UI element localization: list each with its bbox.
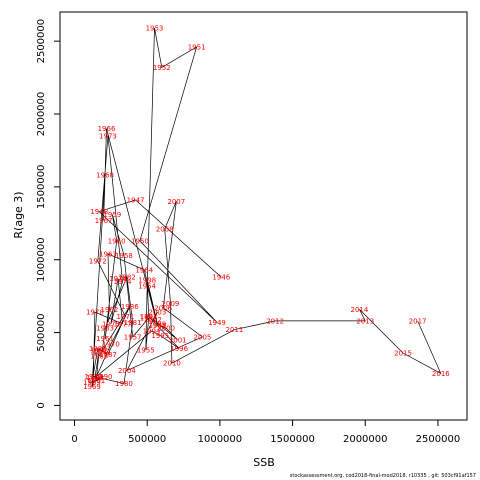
x-axis-label: SSB: [253, 456, 275, 469]
year-label-1967: 1967: [95, 217, 113, 225]
year-label-1973: 1973: [99, 132, 117, 140]
year-label-2003: 2003: [148, 309, 166, 317]
year-label-2008: 2008: [156, 226, 174, 234]
year-label-1958: 1958: [115, 252, 133, 260]
year-label-1961: 1961: [96, 335, 114, 343]
y-axis-label: R(age 3): [12, 191, 25, 238]
y-tick-label: 2500000: [36, 19, 47, 64]
y-tick-label: 500000: [36, 313, 47, 351]
year-label-1949: 1949: [208, 319, 226, 327]
year-label-2015: 2015: [394, 349, 412, 357]
year-label-1951: 1951: [188, 43, 206, 51]
year-label-1946: 1946: [212, 274, 230, 282]
year-label-1968: 1968: [96, 172, 114, 180]
footer-note: stockassessment.org, cod2018-final-mod20…: [289, 473, 476, 479]
year-label-1977: 1977: [114, 320, 132, 328]
year-label-1956: 1956: [140, 315, 158, 323]
year-label-1969: 1969: [83, 383, 101, 391]
year-label-1981: 1981: [124, 319, 142, 327]
year-label-2014: 2014: [351, 306, 369, 314]
year-label-1966: 1966: [98, 125, 116, 133]
year-label-1995: 1995: [151, 332, 169, 340]
year-label-2012: 2012: [266, 317, 284, 325]
year-label-1996: 1996: [170, 345, 188, 353]
year-label-1994: 1994: [143, 328, 161, 336]
year-label-1960: 1960: [108, 237, 126, 245]
year-label-1952: 1952: [153, 64, 171, 72]
year-label-1962: 1962: [101, 306, 119, 314]
year-label-1997: 1997: [140, 313, 158, 321]
year-label-1974: 1974: [114, 278, 132, 286]
year-label-2000: 2000: [157, 325, 175, 333]
year-label-1978: 1978: [86, 309, 104, 317]
y-tick-label: 1500000: [36, 165, 47, 210]
year-labels: 1946 1947 1948 1949 1950 1951 1952 1953 1954 1955…: [83, 25, 450, 391]
year-label-1976: 1976: [109, 275, 127, 283]
sr-trajectory-line: [91, 27, 442, 387]
year-label-1983: 1983: [96, 325, 114, 333]
x-tick-label: 2000000: [343, 434, 388, 445]
year-label-1982: 1982: [118, 274, 136, 282]
year-label-1957: 1957: [124, 333, 142, 341]
year-label-2005: 2005: [194, 333, 212, 341]
year-label-2009: 2009: [162, 300, 180, 308]
year-label-1988: 1988: [89, 345, 107, 353]
year-label-1989: 1989: [83, 379, 101, 387]
series-path: [91, 27, 442, 387]
y-tick-label: 1000000: [36, 237, 47, 282]
y-tick-label: 2000000: [36, 92, 47, 137]
year-label-2002: 2002: [144, 316, 162, 324]
year-label-1975: 1975: [102, 320, 120, 328]
year-label-2013: 2013: [356, 317, 374, 325]
year-label-1954: 1954: [138, 282, 156, 290]
year-label-1965: 1965: [148, 322, 166, 330]
year-label-2007: 2007: [167, 198, 185, 206]
year-label-1971: 1971: [116, 313, 134, 321]
year-label-2001: 2001: [169, 336, 187, 344]
x-tick-label: 1500000: [270, 434, 315, 445]
year-label-1964: 1964: [135, 266, 153, 274]
axes: 0 500000 1000000 1500000 2000000 2500000 0 5000…: [36, 11, 468, 445]
year-label-1998: 1998: [138, 277, 156, 285]
x-tick-label: 1000000: [198, 434, 243, 445]
x-tick-label: 2500000: [416, 434, 461, 445]
year-label-1991: 1991: [87, 377, 105, 385]
x-tick-label: 0: [71, 434, 77, 445]
year-label-1963: 1963: [99, 250, 117, 258]
year-label-2017: 2017: [409, 317, 427, 325]
year-label-2006: 2006: [154, 304, 172, 312]
year-label-1985: 1985: [90, 352, 108, 360]
year-label-1959: 1959: [103, 211, 121, 219]
year-label-1987: 1987: [99, 351, 117, 359]
year-label-1979: 1979: [85, 373, 103, 381]
year-label-1950: 1950: [131, 237, 149, 245]
year-label-1993: 1993: [86, 374, 104, 382]
year-label-1948: 1948: [90, 208, 108, 216]
year-label-2016: 2016: [432, 370, 450, 378]
year-label-1992: 1992: [90, 347, 108, 355]
year-label-1955: 1955: [137, 347, 155, 355]
year-label-1980: 1980: [115, 380, 133, 388]
year-label-2011: 2011: [226, 326, 244, 334]
year-label-1947: 1947: [127, 196, 145, 204]
year-label-2004: 2004: [118, 367, 136, 375]
year-label-1972: 1972: [89, 258, 107, 266]
year-label-1986: 1986: [121, 303, 139, 311]
year-label-1970: 1970: [102, 341, 120, 349]
y-tick-label: 0: [36, 402, 47, 408]
year-label-1953: 1953: [146, 25, 164, 33]
year-label-1999: 1999: [148, 320, 166, 328]
year-label-1990: 1990: [95, 373, 113, 381]
x-tick-label: 500000: [128, 434, 166, 445]
year-label-1984: 1984: [93, 348, 111, 356]
year-label-2010: 2010: [163, 360, 181, 368]
